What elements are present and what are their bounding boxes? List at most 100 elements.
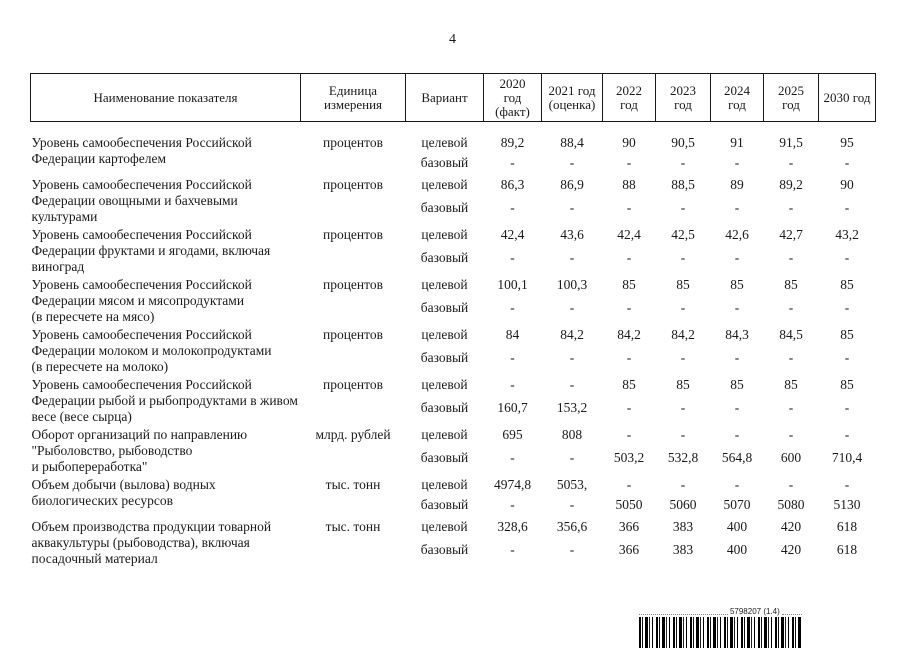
value-cell: - <box>680 350 686 366</box>
value-cell: 5053, <box>556 477 588 492</box>
value-cell: - <box>680 155 686 170</box>
value-cell: 84 <box>505 327 520 342</box>
indicator-name: Уровень самообеспечения Российской Федер… <box>31 277 252 324</box>
value-cell: 153,2 <box>556 400 588 416</box>
value-cell: 328,6 <box>497 519 528 534</box>
value-cell: 420 <box>780 542 802 558</box>
value-cell: 85 <box>784 377 798 392</box>
value-cell: - <box>734 250 740 266</box>
indicator-name: Объем добычи (вылова) водных биологическ… <box>31 477 216 508</box>
variant-label: базовый <box>420 300 469 316</box>
indicator-row-basic-variant: базовый - - - - - - - <box>31 151 876 175</box>
indicator-name: Уровень самообеспечения Российской Федер… <box>31 177 252 224</box>
indicator-unit: тыс. тонн <box>325 477 381 492</box>
value-cell: 710,4 <box>831 450 863 466</box>
value-cell: 85 <box>676 277 690 292</box>
value-cell: - <box>680 427 686 442</box>
value-cell: 85 <box>676 377 690 392</box>
variant-label: целевой <box>421 427 468 442</box>
value-cell: - <box>569 350 575 366</box>
variant-label: базовый <box>420 497 469 512</box>
value-cell: - <box>569 200 575 216</box>
value-cell: - <box>788 350 794 366</box>
variant-label: целевой <box>421 327 468 342</box>
header-year-2030: 2030 год <box>818 73 876 122</box>
value-cell: 43,6 <box>560 227 584 242</box>
value-cell: - <box>844 427 850 442</box>
value-cell: 5070 <box>723 497 751 512</box>
page-number: 4 <box>449 32 456 47</box>
value-cell: 695 <box>502 427 523 442</box>
value-cell: 383 <box>672 519 694 534</box>
indicator-unit: млрд. рублей <box>315 427 391 442</box>
barcode-image <box>639 617 802 648</box>
value-cell: - <box>844 200 850 216</box>
indicator-unit: тыс. тонн <box>325 519 381 534</box>
value-cell: 808 <box>561 427 583 442</box>
indicator-row-basic-variant: базовый - - - - - - - <box>31 246 876 275</box>
value-cell: 42,6 <box>725 227 749 242</box>
indicator-row-basic-variant: базовый - - 5050 5060 5070 5080 5130 <box>31 493 876 517</box>
indicators-table: Наименование показателя Единица измерени… <box>30 73 876 567</box>
value-cell: 383 <box>672 542 694 558</box>
value-cell: 90 <box>840 177 854 192</box>
value-cell: 90,5 <box>671 135 695 150</box>
variant-label: базовый <box>420 542 469 558</box>
value-cell: - <box>844 350 850 366</box>
value-cell: 42,7 <box>779 227 803 242</box>
indicator-row: Объем добычи (вылова) водных биологическ… <box>31 475 876 508</box>
document-page: { "page": { "number": "4" }, "table": { … <box>0 32 905 672</box>
value-cell: - <box>626 155 632 170</box>
value-cell: - <box>680 200 686 216</box>
value-cell: - <box>680 477 686 492</box>
value-cell: 85 <box>730 277 744 292</box>
table-header-row: Наименование показателя Единица измерени… <box>30 73 876 122</box>
indicator-name: Уровень самообеспечения Российской Федер… <box>31 135 252 166</box>
value-cell: 600 <box>780 450 802 466</box>
value-cell: 88,4 <box>560 135 584 150</box>
value-cell: - <box>680 250 686 266</box>
indicator-name: Уровень самообеспечения Российской Федер… <box>31 227 271 274</box>
indicator-name: Уровень самообеспечения Российской Федер… <box>31 377 298 424</box>
value-cell: - <box>734 200 740 216</box>
value-cell: 100,3 <box>556 277 588 292</box>
value-cell: - <box>734 427 740 442</box>
value-cell: 84,2 <box>617 327 641 342</box>
header-year-2025: 2025 год <box>763 73 819 122</box>
indicator-row: Объем производства продукции товарной ак… <box>31 517 876 566</box>
value-cell: - <box>569 497 575 512</box>
value-cell: 85 <box>784 277 798 292</box>
indicator-name: Объем производства продукции товарной ак… <box>31 519 272 566</box>
barcode-label-row: 5798207 (1.4) <box>639 606 802 616</box>
indicator-row: Уровень самообеспечения Российской Федер… <box>31 175 876 224</box>
value-cell: 84,2 <box>671 327 695 342</box>
variant-label: целевой <box>421 135 468 150</box>
variant-label: целевой <box>421 477 468 492</box>
value-cell: 85 <box>840 377 854 392</box>
value-cell: - <box>788 250 794 266</box>
value-cell: - <box>626 477 632 492</box>
value-cell: 84,5 <box>779 327 803 342</box>
indicator-unit: процентов <box>322 327 383 342</box>
indicator-row: Уровень самообеспечения Российской Федер… <box>31 325 876 374</box>
indicator-row: Уровень самообеспечения Российской Федер… <box>31 275 876 324</box>
value-cell: 85 <box>840 327 854 342</box>
value-cell: - <box>510 450 515 466</box>
value-cell: 86,3 <box>500 177 525 192</box>
variant-label: целевой <box>421 377 468 392</box>
indicator-unit: процентов <box>322 135 383 150</box>
value-cell: - <box>680 300 686 316</box>
indicator-unit: процентов <box>322 227 383 242</box>
value-cell: 91 <box>730 135 744 150</box>
variant-label: целевой <box>421 177 468 192</box>
value-cell: 4974,8 <box>493 477 532 492</box>
header-year-2023: 2023 год <box>655 73 711 122</box>
indicator-name: Оборот организаций по направлению "Рыбол… <box>31 427 248 474</box>
value-cell: 366 <box>618 542 640 558</box>
value-cell: - <box>569 155 575 170</box>
indicator-row: Уровень самообеспечения Российской Федер… <box>31 122 876 166</box>
value-cell: 42,4 <box>500 227 525 242</box>
indicator-row-basic-variant: базовый - - - - - - - <box>31 346 876 375</box>
value-cell: 42,5 <box>671 227 695 242</box>
value-cell: - <box>510 250 515 266</box>
